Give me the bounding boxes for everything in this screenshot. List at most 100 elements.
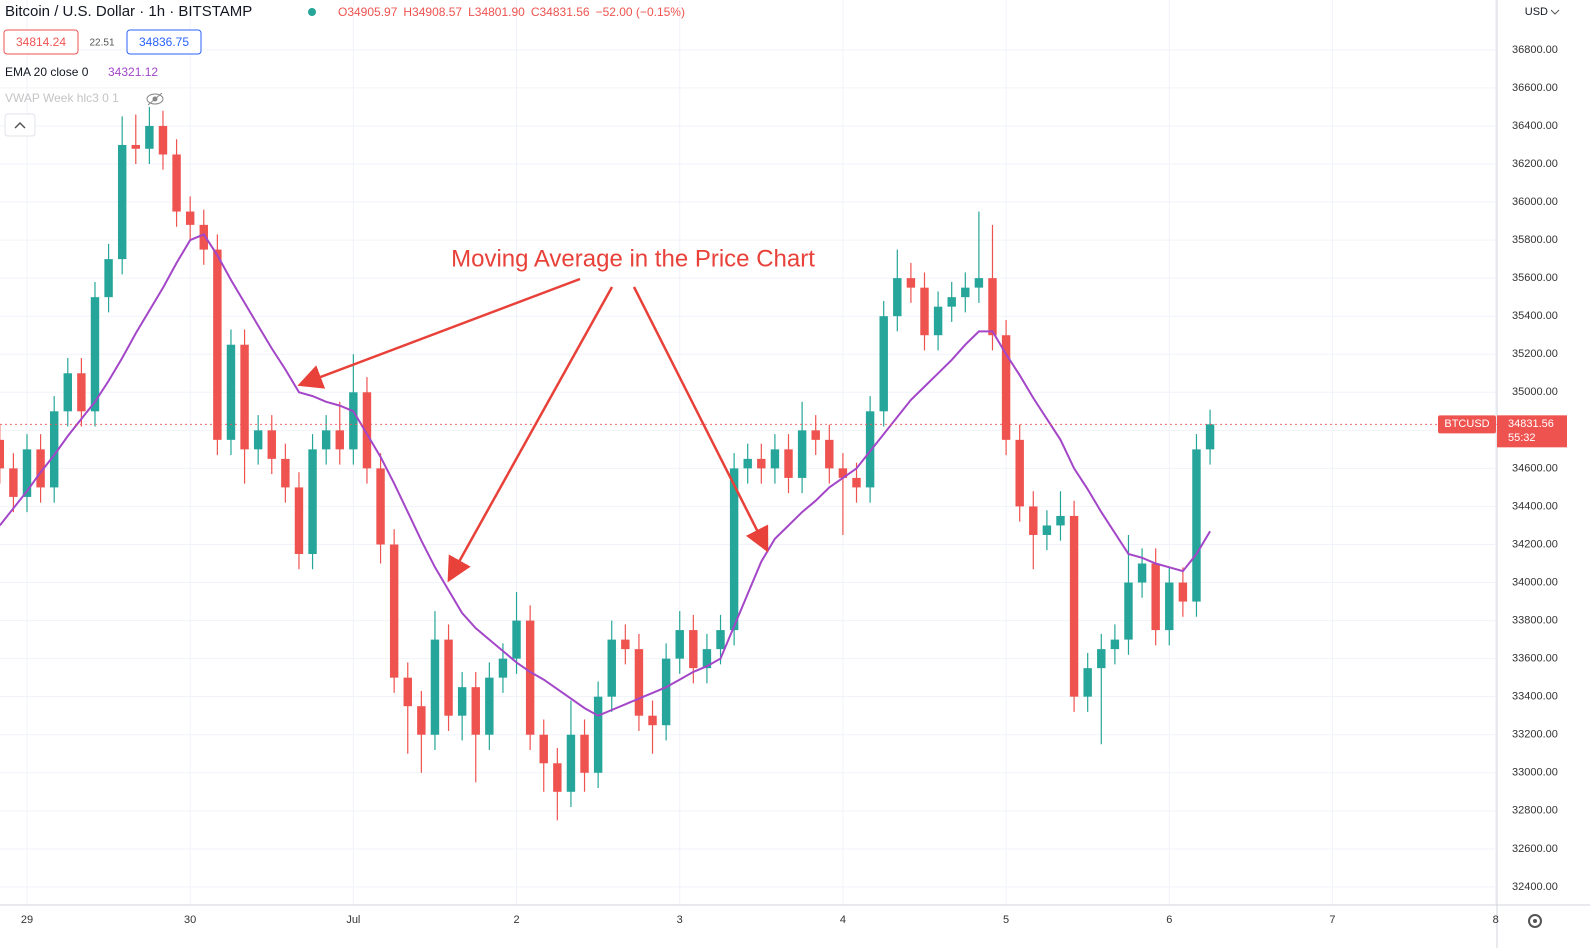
candle-body — [376, 468, 385, 545]
candle-body — [1083, 668, 1092, 697]
currency[interactable]: USD — [1525, 6, 1548, 18]
candle-body — [498, 658, 508, 678]
buy-button[interactable] — [126, 29, 202, 55]
candle-body — [1137, 563, 1147, 583]
ohlc-value: H34908.57 — [403, 5, 462, 19]
candle-body — [335, 430, 344, 450]
candle-body — [294, 487, 304, 554]
y-tick-label: 33600.00 — [1512, 653, 1558, 665]
collapse-button[interactable] — [4, 113, 36, 137]
candle-body — [485, 677, 494, 735]
y-tick-label: 33200.00 — [1512, 729, 1558, 741]
candle-body — [63, 373, 73, 412]
y-tick-label: 34200.00 — [1512, 538, 1558, 550]
visibility-icon[interactable] — [146, 92, 164, 106]
countdown: 55:32 — [1508, 432, 1536, 444]
candle-body — [1151, 563, 1160, 631]
candle-body — [757, 458, 766, 469]
arrow — [447, 286, 614, 583]
candle-body — [825, 439, 834, 469]
y-tick-label: 32600.00 — [1512, 843, 1558, 855]
candle-body — [185, 211, 195, 225]
candle-body — [22, 449, 32, 497]
candle-body — [321, 430, 331, 450]
candle-body — [920, 287, 929, 336]
candle-body — [417, 706, 426, 735]
sell-button[interactable] — [3, 29, 79, 55]
candle-body — [90, 297, 100, 412]
indicator-name: EMA 20 close 0 — [5, 65, 89, 79]
candle-body — [172, 154, 181, 212]
candle-body — [621, 639, 630, 650]
candle-body — [389, 544, 399, 678]
y-tick-label: 35800.00 — [1512, 234, 1558, 246]
candle-body — [430, 639, 440, 735]
candle-body — [961, 287, 970, 298]
candle-body — [988, 278, 997, 336]
indicator-value: 34321.12 — [108, 65, 158, 79]
candle-body — [281, 458, 290, 488]
candle-body — [403, 677, 412, 707]
ema-line — [0, 233, 1211, 717]
candle-body — [811, 430, 820, 440]
y-tick-label: 35400.00 — [1512, 310, 1558, 322]
ohlc-value: C34831.56 — [531, 5, 590, 19]
candle-body — [974, 278, 984, 288]
candle-body — [838, 468, 848, 478]
candle-body — [1015, 439, 1024, 507]
candle-body — [661, 658, 671, 726]
candle-body — [362, 392, 372, 469]
candle-body — [553, 763, 562, 792]
y-tick-label: 35000.00 — [1512, 386, 1558, 398]
y-tick-label: 34600.00 — [1512, 462, 1558, 474]
price-label-name: BTCUSD — [1444, 418, 1489, 430]
candle-body — [607, 639, 616, 697]
sell-price[interactable]: 34814.24 — [16, 35, 66, 49]
settings-icon[interactable] — [1528, 914, 1542, 928]
currency-dropdown — [1550, 9, 1560, 15]
candle-body — [1124, 582, 1133, 640]
candle-body — [729, 468, 739, 631]
candle-body — [444, 639, 453, 716]
x-tick-label: 5 — [1003, 914, 1009, 926]
symbol-title: Bitcoin / U.S. Dollar · 1h · BITSTAMP — [5, 3, 252, 20]
y-tick-label: 35600.00 — [1512, 272, 1558, 284]
candle-body — [634, 649, 644, 716]
y-tick-label: 35200.00 — [1512, 348, 1558, 360]
grid — [0, 0, 1497, 905]
candle-body — [743, 458, 752, 469]
candle-body — [199, 224, 208, 250]
x-tick-label: 4 — [840, 914, 846, 926]
y-tick-label: 36200.00 — [1512, 158, 1558, 170]
price-label-tag — [1438, 415, 1496, 434]
candle-body — [1165, 582, 1174, 631]
ohlc-value: −52.00 (−0.15%) — [596, 5, 685, 19]
candle-body — [689, 630, 698, 669]
candle-body — [240, 344, 249, 450]
candle-body — [525, 620, 535, 735]
x-tick-label: 8 — [1493, 914, 1499, 926]
candle-body — [77, 373, 86, 412]
ohlc-value: O34905.97 — [338, 5, 398, 19]
candle-body — [1069, 515, 1079, 697]
candle-body — [117, 144, 127, 260]
candle-body — [1042, 525, 1052, 535]
x-tick-label: 2 — [513, 914, 519, 926]
candle-body — [893, 278, 902, 317]
candle-body — [226, 344, 236, 440]
candle-body — [1192, 449, 1201, 602]
candle-body — [566, 734, 576, 792]
candle-body — [1205, 424, 1215, 450]
candle-body — [104, 259, 113, 298]
candle-body — [1001, 335, 1011, 440]
candle-body — [49, 411, 59, 488]
candle-body — [879, 316, 888, 412]
candle-body — [1110, 639, 1120, 650]
buy-price[interactable]: 34836.75 — [139, 35, 189, 49]
candle-body — [933, 306, 943, 336]
x-tick-label: 6 — [1166, 914, 1172, 926]
candle-body — [471, 687, 480, 735]
y-tick-label: 32800.00 — [1512, 805, 1558, 817]
candle-body — [9, 468, 18, 497]
